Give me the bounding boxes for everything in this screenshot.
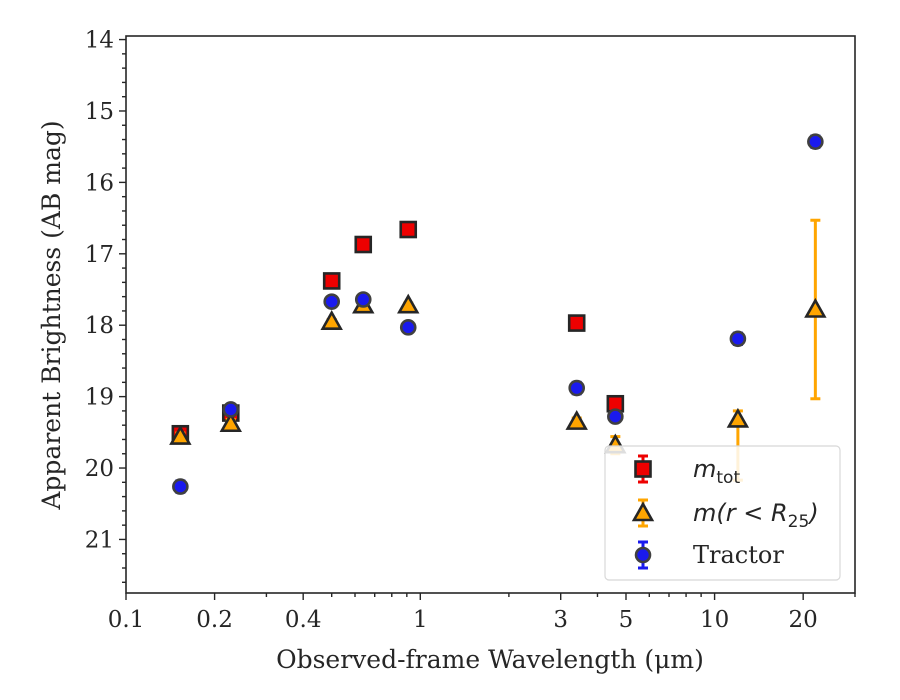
triangle-point — [320, 309, 343, 330]
triangle-point — [169, 424, 192, 445]
chart-marks — [169, 133, 827, 495]
y-tick-label: 14 — [85, 28, 114, 54]
legend-label: m(r < R25) — [693, 499, 819, 532]
legend-circle-marker — [634, 546, 652, 564]
x-axis-title: Observed-frame Wavelength (μm) — [276, 645, 704, 674]
circle-point — [399, 319, 417, 336]
legend-label: Tractor — [693, 541, 784, 569]
square-point — [322, 272, 341, 290]
series-2 — [172, 133, 824, 495]
legend-triangle-marker — [631, 501, 655, 522]
plot-frame — [125, 35, 856, 594]
x-tick-label: 5 — [619, 607, 634, 633]
square-point — [354, 235, 373, 254]
triangle-point — [804, 297, 827, 318]
circle-point — [172, 478, 189, 495]
series-1 — [169, 218, 827, 482]
circle-point — [323, 293, 341, 310]
x-tick-label: 3 — [553, 607, 568, 633]
triangle-point — [726, 407, 750, 428]
circle-point — [607, 408, 624, 425]
x-tick-label: 0.4 — [285, 607, 322, 633]
square-point — [399, 220, 418, 239]
legend-box — [604, 445, 841, 581]
triangle-point — [565, 409, 588, 430]
x-tick-label: 0.1 — [108, 607, 145, 633]
circle-point — [807, 133, 824, 150]
y-axis-ticks: 14 15 16 17 18 19 20 21 — [85, 28, 126, 583]
y-tick-label: 21 — [85, 527, 114, 553]
y-tick-label: 19 — [85, 385, 114, 411]
triangle-point — [219, 412, 242, 433]
triangle-point — [397, 293, 420, 314]
x-tick-label: 10 — [700, 607, 729, 633]
circle-point — [729, 330, 747, 348]
y-axis-title: Apparent Brightness (AB mag) — [37, 120, 66, 510]
y-tick-label: 16 — [85, 170, 114, 196]
y-tick-label: 18 — [85, 313, 114, 339]
legend: mtot m(r < R25) Tractor — [604, 445, 841, 581]
legend-label: mtot — [693, 455, 740, 488]
circle-point — [354, 291, 372, 308]
circle-point — [222, 401, 240, 418]
legend-square-marker — [634, 460, 652, 478]
x-tick-label: 0.2 — [196, 607, 233, 633]
square-point — [567, 314, 586, 332]
series-0 — [171, 220, 625, 443]
circle-point — [568, 379, 586, 397]
y-tick-label: 17 — [85, 242, 114, 268]
y-tick-label: 15 — [85, 99, 114, 125]
y-tick-label: 20 — [85, 456, 114, 482]
x-axis-ticks: 0.1 0.2 0.4 1 3 5 10 20 — [108, 593, 856, 633]
x-tick-label: 20 — [789, 607, 818, 633]
x-tick-label: 1 — [413, 607, 428, 633]
